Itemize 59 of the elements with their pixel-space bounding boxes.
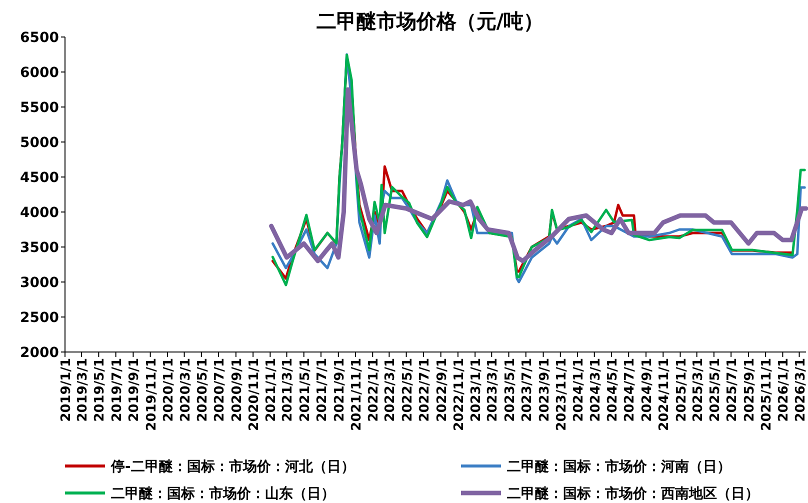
x-tick-label: 2024/9/1 [640,358,656,422]
y-tick-label: 3500 [20,240,60,256]
x-tick-label: 2021/7/1 [314,358,330,422]
x-tick-label: 2020/3/1 [178,358,194,422]
x-tick-label: 2019/1/1 [59,358,74,422]
x-tick-label: 2024/11/1 [657,358,672,431]
x-tick-label: 2021/11/1 [350,358,365,431]
legend-label: 二甲醚：国标：市场价：河南（日） [507,458,731,475]
x-tick-label: 2024/5/1 [605,358,620,422]
y-tick-label: 6500 [20,30,60,46]
x-tick-label: 2023/5/1 [502,358,518,422]
x-tick-label: 2025/5/1 [708,358,723,422]
x-tick-label: 2020/11/1 [247,358,262,431]
y-tick-label: 6000 [20,65,60,81]
x-tick-label: 2022/1/1 [366,358,382,422]
x-tick-label: 2021/5/1 [298,358,313,422]
x-tick-label: 2021/9/1 [332,358,348,422]
x-tick-label: 2020/1/1 [161,358,176,422]
x-tick-label: 2019/3/1 [76,358,91,422]
x-tick-label: 2021/1/1 [264,358,280,422]
x-tick-label: 2024/7/1 [622,358,638,422]
x-tick-label: 2020/5/1 [195,358,210,422]
x-tick-label: 2025/7/1 [725,358,740,422]
x-tick-label: 2025/11/1 [760,358,775,431]
x-tick-label: 2023/9/1 [537,358,552,422]
legend-label: 二甲醚：国标：市场价：西南地区（日） [507,485,759,502]
x-tick-label: 2024/1/1 [572,358,587,422]
x-tick-label: 2022/3/1 [383,358,398,422]
x-tick-label: 2020/9/1 [230,358,245,422]
y-tick-label: 5500 [20,100,60,116]
x-tick-label: 2019/7/1 [110,358,125,422]
y-tick-label: 4500 [20,170,60,186]
x-tick-label: 2023/11/1 [554,358,570,431]
x-tick-label: 2025/3/1 [690,358,706,422]
x-tick-label: 2024/3/1 [588,358,604,422]
y-tick-label: 2500 [20,310,60,326]
x-tick-label: 2019/9/1 [127,358,142,422]
x-tick-label: 2023/7/1 [520,358,535,422]
x-tick-label: 2019/5/1 [92,358,108,422]
x-tick-label: 2022/7/1 [417,358,432,422]
y-tick-label: 5000 [20,135,60,151]
x-tick-label: 2022/5/1 [400,358,416,422]
y-tick-label: 2000 [20,345,60,361]
x-tick-label: 2026/3/1 [793,358,808,422]
legend-label: 二甲醚：国标：市场价：山东（日） [111,485,335,502]
x-tick-label: 2022/11/1 [452,358,467,431]
x-tick-label: 2023/3/1 [486,358,501,422]
x-tick-label: 2026/1/1 [776,358,792,422]
x-tick-label: 2021/3/1 [280,358,296,422]
y-tick-label: 4000 [20,205,60,221]
x-tick-label: 2022/9/1 [434,358,450,422]
legend-label: 停-二甲醚：国标：市场价：河北（日） [110,458,355,475]
x-tick-label: 2025/1/1 [674,358,690,422]
x-tick-label: 2020/7/1 [212,358,228,422]
x-tick-label: 2019/11/1 [144,358,160,431]
x-tick-label: 2025/9/1 [742,358,758,422]
x-tick-label: 2023/1/1 [469,358,484,422]
chart-title: 二甲醚市场价格（元/吨） [316,9,544,33]
y-tick-label: 3000 [20,275,60,291]
